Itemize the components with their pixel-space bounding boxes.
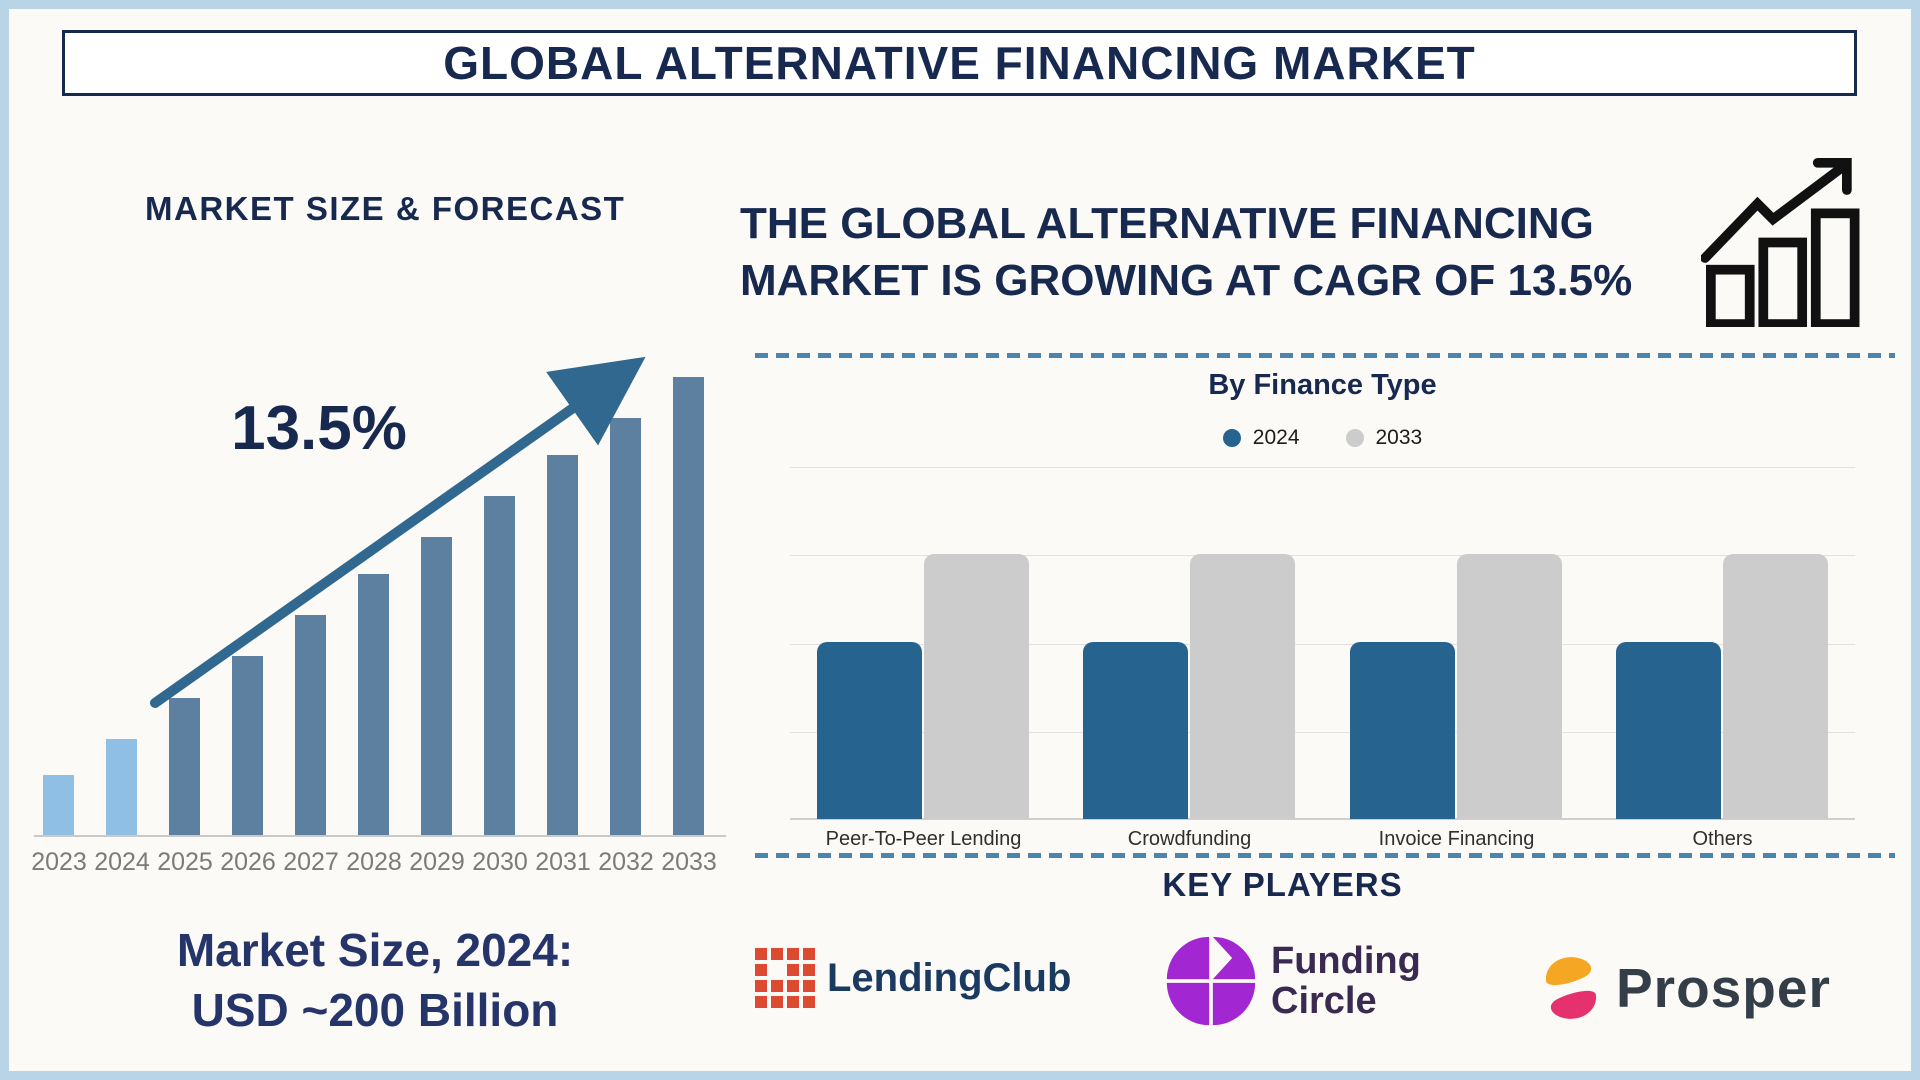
growth-trend-arrow: [150, 356, 646, 708]
lendingclub-icon-dot: [787, 980, 799, 992]
key-players-heading: KEY PLAYERS: [1162, 866, 1403, 903]
market-size-bar-2031: [547, 455, 578, 835]
lendingclub-icon-dot: [787, 996, 799, 1008]
market-size-caption-line1: Market Size, 2024:: [176, 924, 574, 976]
finance-type-bar-2024: [817, 642, 922, 819]
finance-type-bar-2024: [1616, 642, 1721, 819]
market-size-caption: Market Size, 2024: USD ~200 Billion: [30, 920, 720, 1040]
year-tick-label: 2023: [31, 848, 87, 876]
lendingclub-wordmark: LendingClub: [827, 955, 1072, 1000]
lendingclub-icon-dot: [755, 964, 767, 976]
lendingclub-icon-dot: [771, 996, 783, 1008]
market-size-bar-2024: [106, 739, 137, 835]
lendingclub-icon-dot: [755, 980, 767, 992]
x-axis-line: [790, 818, 1855, 820]
year-tick-label: 2027: [283, 848, 339, 876]
growth-chart-icon: [1701, 157, 1860, 327]
finance-type-bar-2033: [1457, 554, 1562, 819]
finance-type-bar-2033: [1723, 554, 1828, 819]
lendingclub-icon-dot: [787, 948, 799, 960]
finance-type-chart: Peer-To-Peer Lending Crowdfunding Invoice …: [790, 467, 1855, 850]
headline-line2: MARKET IS GROWING AT CAGR OF 13.5%: [740, 256, 1633, 305]
year-tick-label: 2032: [598, 848, 654, 876]
market-size-bar-2029: [421, 537, 452, 835]
lendingclub-icon: [755, 948, 815, 1008]
finance-type-chart-title: By Finance Type: [1208, 369, 1437, 401]
legend-label: 2024: [1252, 426, 1300, 449]
market-size-caption-line2: USD ~200 Billion: [191, 984, 559, 1036]
lendingclub-icon-dot: [755, 996, 767, 1008]
finance-type-legend: 2024 2033: [755, 426, 1890, 450]
market-size-bar-2030: [484, 496, 515, 835]
dashed-separator-bottom: [755, 853, 1895, 858]
market-size-bar-2025: [169, 698, 200, 835]
year-tick-label: 2031: [535, 848, 591, 876]
category-label: Others: [1692, 828, 1753, 850]
infographic-canvas: GLOBAL ALTERNATIVE FINANCING MARKET MARK…: [9, 9, 1911, 1071]
lendingclub-icon-dot: [803, 980, 815, 992]
year-tick-label: 2025: [157, 848, 213, 876]
finance-type-bar-2024: [1083, 642, 1188, 819]
lendingclub-icon-dot: [755, 948, 767, 960]
legend-dot: [1345, 429, 1364, 447]
funding-circle-wordmark: Funding Circle: [1271, 941, 1421, 1021]
market-size-forecast-heading: MARKET SIZE & FORECAST: [145, 190, 626, 227]
page-title: GLOBAL ALTERNATIVE FINANCING MARKET: [443, 37, 1476, 89]
prosper-wordmark: Prosper: [1616, 957, 1831, 1019]
year-tick-label: 2028: [346, 848, 402, 876]
funding-circle-wordmark-line2: Circle: [1271, 980, 1377, 1022]
gridline: [790, 555, 1855, 556]
lendingclub-icon-dot: [771, 964, 783, 976]
funding-circle-logo: Funding Circle: [1165, 935, 1421, 1027]
prosper-logo: Prosper: [1540, 950, 1831, 1026]
year-tick-label: 2024: [94, 848, 150, 876]
legend-label: 2033: [1375, 426, 1423, 449]
market-size-bar-2032: [610, 418, 641, 835]
headline-line1: THE GLOBAL ALTERNATIVE FINANCING: [740, 199, 1594, 248]
year-tick-label: 2026: [220, 848, 276, 876]
title-box: GLOBAL ALTERNATIVE FINANCING MARKET: [62, 30, 1857, 96]
category-label: Peer-To-Peer Lending: [825, 828, 1022, 850]
market-size-bar-2026: [232, 656, 263, 835]
funding-circle-icon: [1166, 936, 1256, 1026]
legend-item-2033: 2033: [1345, 426, 1423, 450]
lendingclub-icon-dot: [771, 948, 783, 960]
finance-type-bar-2024: [1350, 642, 1455, 819]
lendingclub-icon-dot: [771, 980, 783, 992]
gridline: [790, 732, 1855, 733]
lendingclub-icon-dot: [803, 996, 815, 1008]
finance-type-bar-2033: [1190, 554, 1295, 819]
year-tick-label: 2033: [661, 848, 717, 876]
cagr-value-label: 13.5%: [231, 394, 407, 463]
finance-type-bar-2033: [924, 554, 1029, 819]
dashed-separator-top: [755, 353, 1895, 358]
market-size-bar-2027: [295, 615, 326, 835]
lendingclub-icon-dot: [787, 964, 799, 976]
lendingclub-logo: LendingClub: [755, 948, 1071, 1008]
legend-dot: [1222, 429, 1241, 447]
lendingclub-icon-dot: [803, 948, 815, 960]
market-size-bar-2033: [673, 377, 704, 835]
category-label: Invoice Financing: [1378, 828, 1535, 850]
x-axis-line: [34, 835, 726, 837]
market-size-bar-2023: [43, 775, 74, 835]
market-size-bar-2028: [358, 574, 389, 835]
legend-item-2024: 2024: [1222, 426, 1300, 450]
market-size-chart: 2023 2024 2025 2026 2027 2028 2029 2030 2031 2032…: [30, 360, 730, 876]
funding-circle-wordmark-line1: Funding: [1271, 940, 1421, 982]
year-tick-label: 2029: [409, 848, 465, 876]
prosper-icon: [1545, 957, 1597, 1019]
gridline: [790, 644, 1855, 645]
year-tick-label: 2030: [472, 848, 528, 876]
gridline: [790, 467, 1855, 468]
category-label: Crowdfunding: [1127, 828, 1252, 850]
headline: THE GLOBAL ALTERNATIVE FINANCING MARKET …: [740, 195, 1700, 309]
lendingclub-icon-dot: [803, 964, 815, 976]
